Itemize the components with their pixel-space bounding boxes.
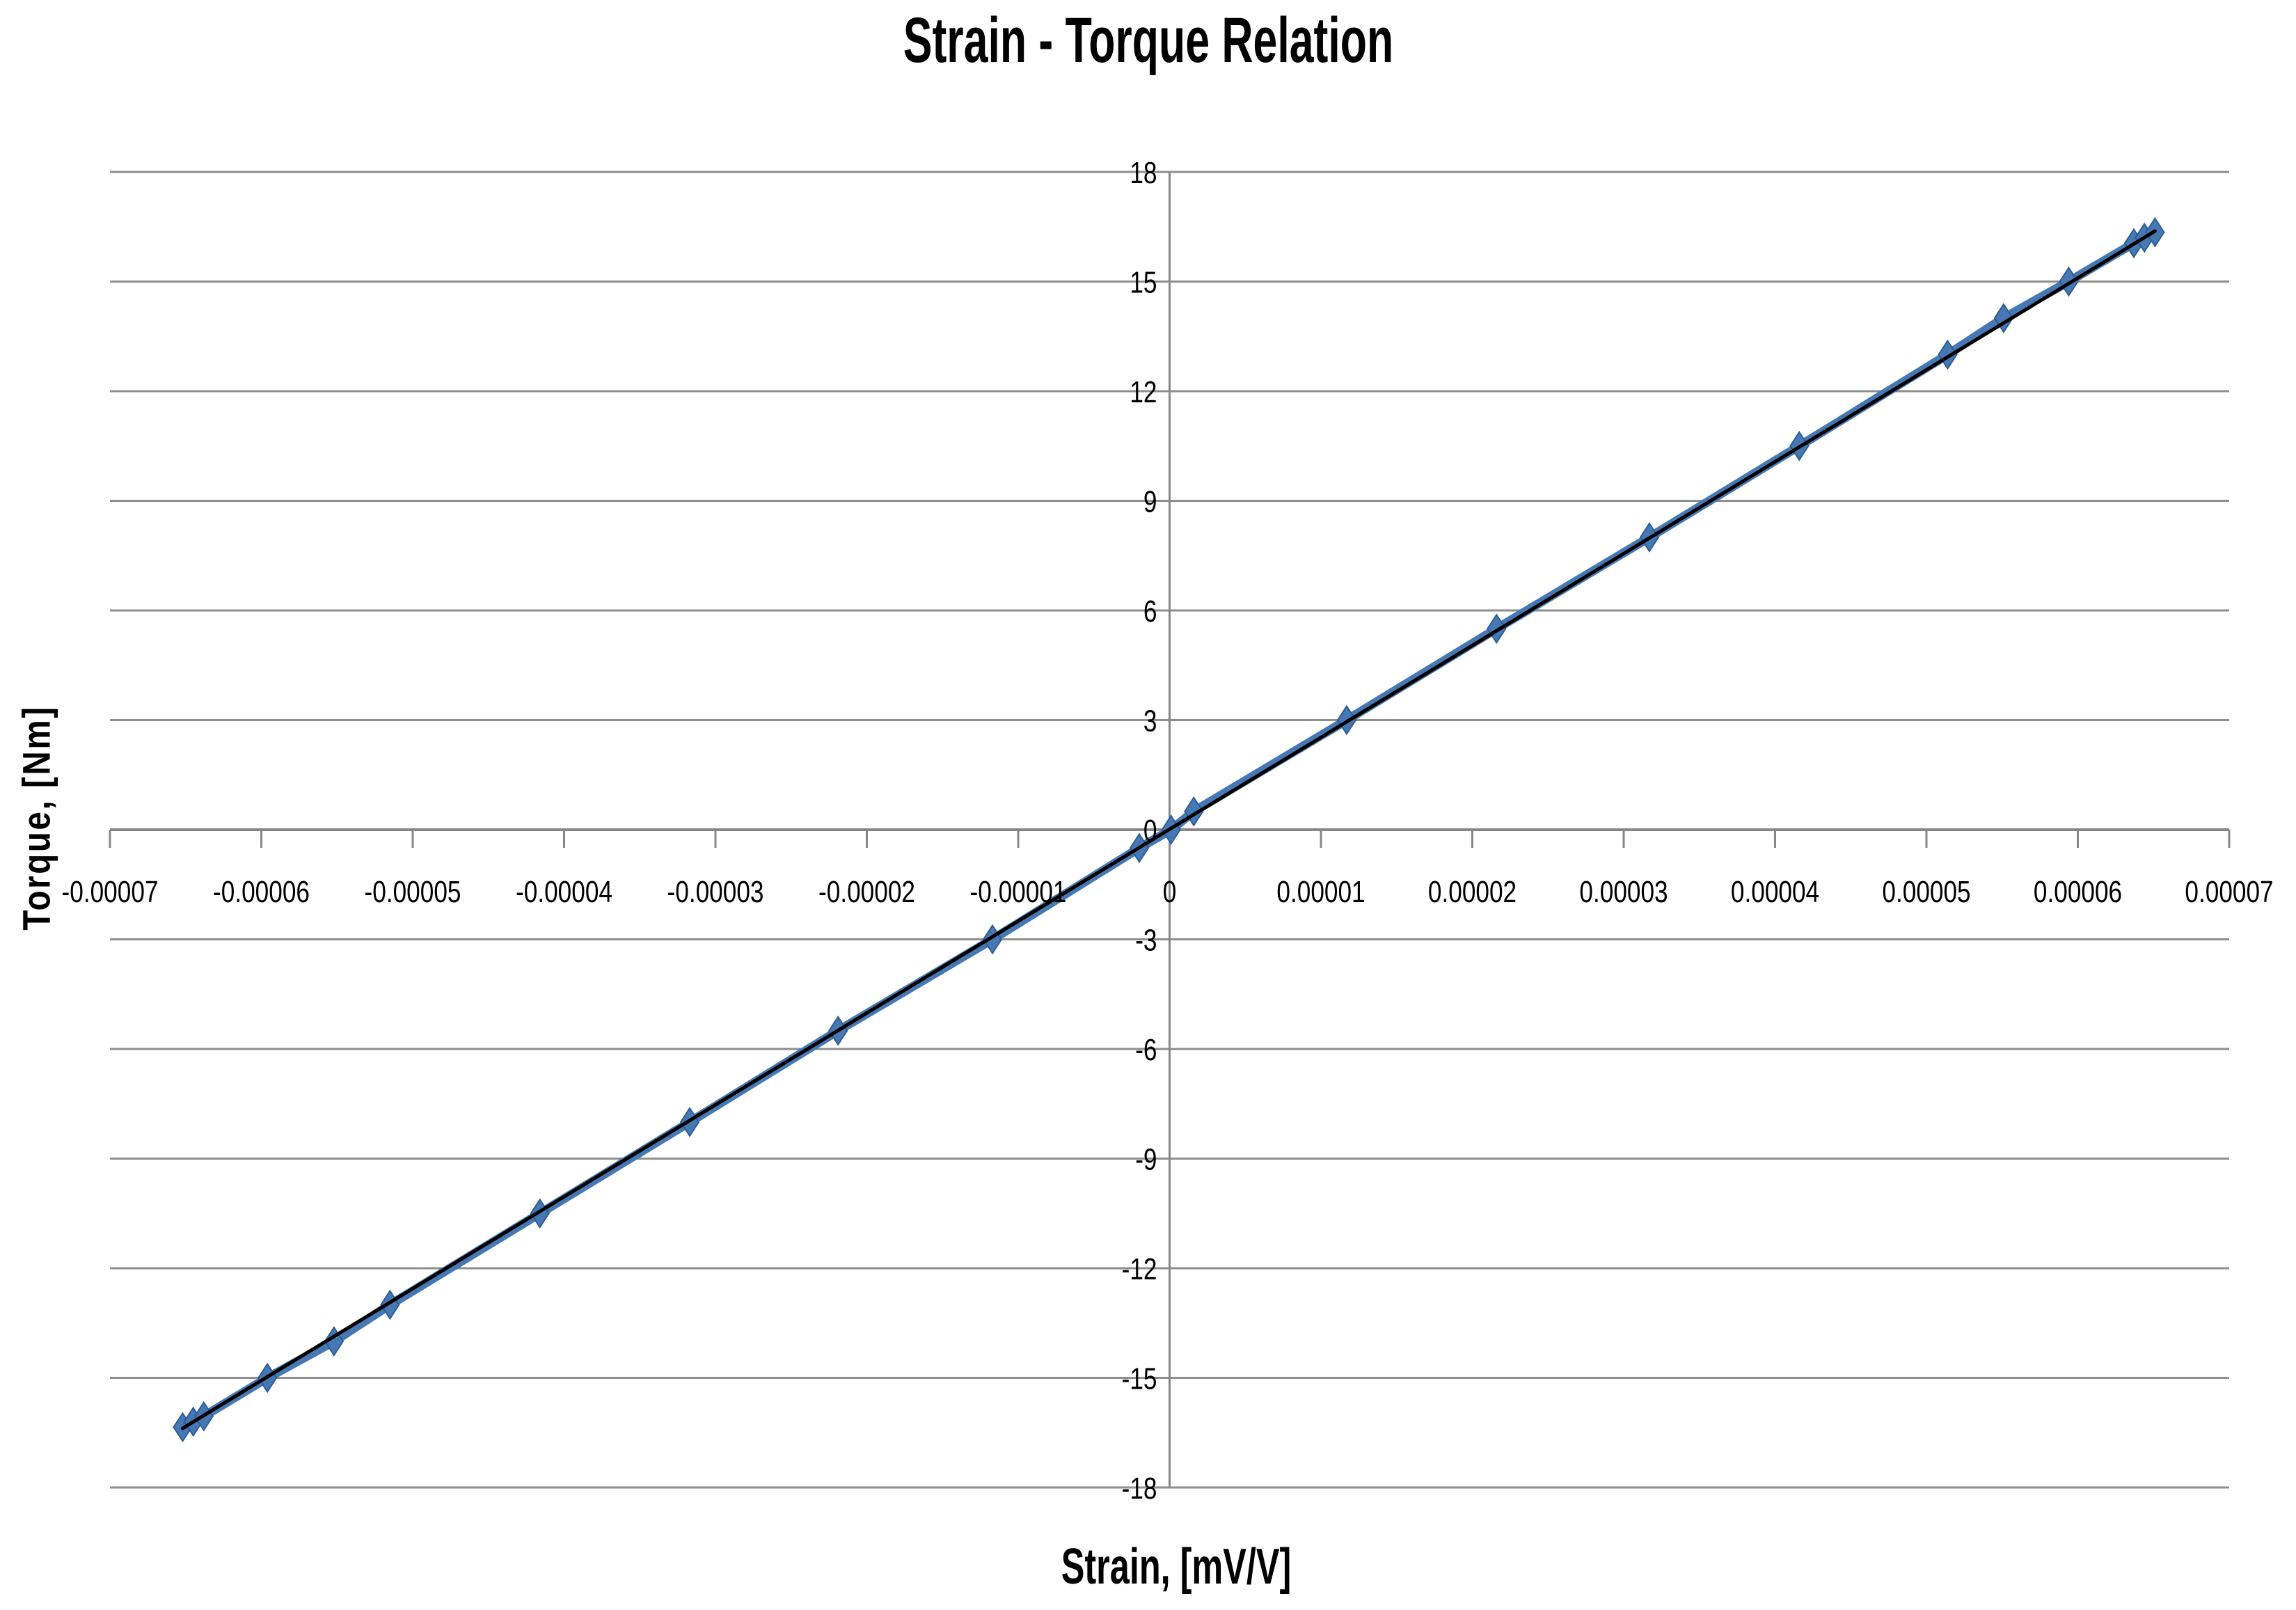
x-tick-label--0.00005: -0.00005	[365, 875, 461, 909]
y-tick-label--6: -6	[1135, 1033, 1157, 1067]
y-tick-label-6: 6	[1143, 594, 1157, 629]
series-line-linear-trendline	[180, 229, 2157, 1430]
y-tick-label-12: 12	[1130, 375, 1157, 409]
x-tick-label--0.00001: -0.00001	[970, 875, 1067, 909]
x-tick-label-0.00001: 0.00001	[1276, 875, 1365, 909]
x-axis-title: Strain, [mV/V]	[1012, 1538, 1340, 1595]
x-tick-label-0.00004: 0.00004	[1731, 875, 1819, 909]
y-tick-label-15: 15	[1130, 266, 1157, 300]
x-tick-label-0.00007: 0.00007	[2185, 875, 2273, 909]
x-tick-label-0.00003: 0.00003	[1579, 875, 1668, 909]
y-tick-label--9: -9	[1135, 1143, 1157, 1177]
y-tick-label-0: 0	[1143, 814, 1157, 848]
x-tick-label-0.00005: 0.00005	[1882, 875, 1970, 909]
x-tick-label-0.00002: 0.00002	[1428, 875, 1517, 909]
y-tick-label--18: -18	[1122, 1471, 1157, 1506]
x-tick-label--0.00004: -0.00004	[516, 875, 612, 909]
y-axis-title: Torque, [Nm]	[14, 686, 59, 950]
x-tick-label-0.00006: 0.00006	[2034, 875, 2122, 909]
y-tick-label-3: 3	[1143, 704, 1157, 739]
y-axis-title-text: Torque, [Nm]	[14, 705, 58, 931]
x-tick-label--0.00003: -0.00003	[667, 875, 764, 909]
x-axis-title-text: Strain, [mV/V]	[1061, 1539, 1292, 1595]
y-tick-label-18: 18	[1130, 156, 1157, 190]
chart-title: Strain - Torque Relation	[0, 4, 2296, 77]
y-tick-label-9: 9	[1143, 485, 1157, 519]
x-tick-label--0.00006: -0.00006	[213, 875, 310, 909]
x-tick-label--0.00002: -0.00002	[818, 875, 915, 909]
y-tick-label--3: -3	[1135, 924, 1157, 958]
y-tick-label--12: -12	[1122, 1252, 1157, 1286]
y-tick-label--15: -15	[1122, 1362, 1157, 1396]
data-point-marker	[1487, 613, 1507, 645]
x-tick-label--0.00007: -0.00007	[62, 875, 159, 909]
x-tick-label-0: 0	[1163, 875, 1177, 909]
chart-title-text: Strain - Torque Relation	[903, 5, 1393, 76]
